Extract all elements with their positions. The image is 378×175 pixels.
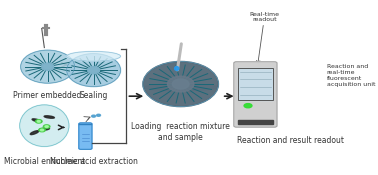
Ellipse shape <box>39 128 50 130</box>
Ellipse shape <box>67 70 121 75</box>
FancyBboxPatch shape <box>79 123 92 149</box>
Ellipse shape <box>167 76 194 92</box>
Ellipse shape <box>172 79 189 89</box>
Text: Nucleic acid extraction: Nucleic acid extraction <box>50 157 138 166</box>
Ellipse shape <box>42 63 54 70</box>
Ellipse shape <box>143 61 218 107</box>
Circle shape <box>91 115 96 117</box>
Text: Reaction and result readout: Reaction and result readout <box>237 136 344 145</box>
Ellipse shape <box>20 105 69 146</box>
Circle shape <box>43 125 50 128</box>
Circle shape <box>244 104 252 108</box>
Text: Sealing: Sealing <box>79 91 108 100</box>
FancyBboxPatch shape <box>238 120 273 124</box>
Circle shape <box>37 120 40 122</box>
Ellipse shape <box>32 119 42 122</box>
Text: Real-time
readout: Real-time readout <box>249 12 279 64</box>
Ellipse shape <box>21 50 74 83</box>
Circle shape <box>45 126 48 127</box>
Ellipse shape <box>88 66 99 74</box>
Ellipse shape <box>30 131 39 135</box>
Ellipse shape <box>21 67 74 72</box>
Ellipse shape <box>44 116 54 118</box>
Text: Loading  reaction mixture
and sample: Loading reaction mixture and sample <box>131 122 230 142</box>
Text: Primer embedded: Primer embedded <box>14 91 82 100</box>
Circle shape <box>36 120 42 123</box>
Text: Microbial enrichment: Microbial enrichment <box>4 157 85 166</box>
FancyBboxPatch shape <box>238 68 273 100</box>
FancyBboxPatch shape <box>234 62 277 127</box>
Ellipse shape <box>67 54 121 87</box>
Circle shape <box>40 129 44 131</box>
Ellipse shape <box>175 66 179 70</box>
Ellipse shape <box>143 84 218 91</box>
Circle shape <box>96 114 101 116</box>
Circle shape <box>39 128 45 132</box>
Ellipse shape <box>67 51 121 61</box>
Text: Reaction and
real-time
fluorescent
acquisition unit: Reaction and real-time fluorescent acqui… <box>327 64 375 87</box>
